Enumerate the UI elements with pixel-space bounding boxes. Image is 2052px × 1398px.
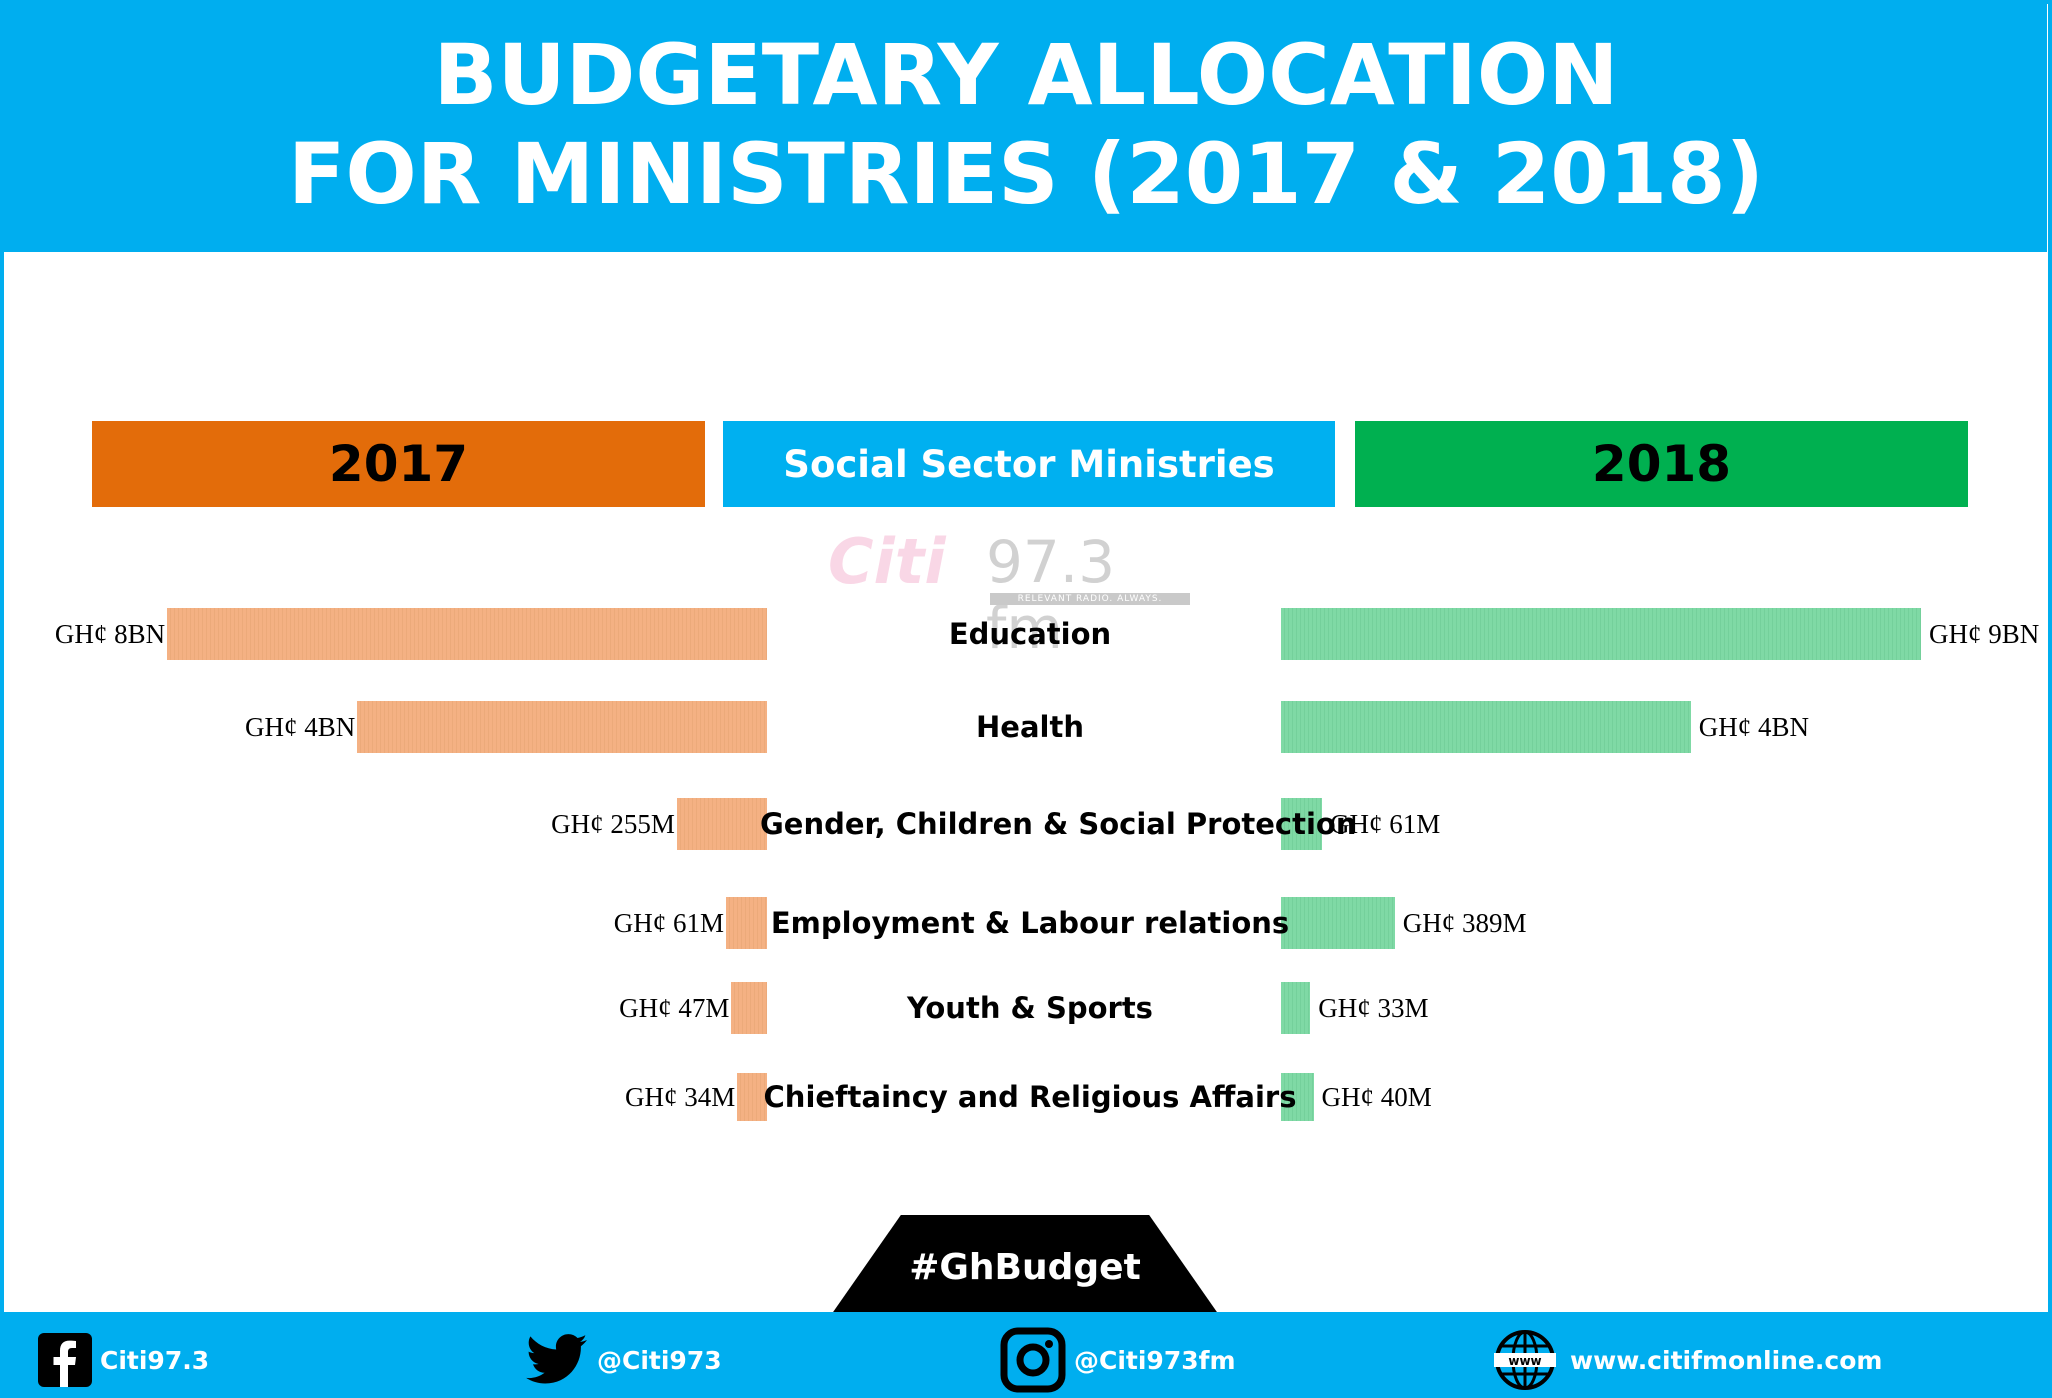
bar-2018-health (1281, 701, 1691, 753)
instagram-icon (1000, 1327, 1066, 1393)
year-2017-header: 2017 (92, 421, 705, 507)
value-label-2017-youth-sports: GH¢ 47M (619, 993, 730, 1023)
bar-2018-chieftaincy-and-religious-affairs (1281, 1073, 1314, 1121)
instagram-handle: @Citi973fm (1074, 1345, 1236, 1375)
bar-2017-employment-labour-relations (725, 897, 767, 949)
citi-fm-watermark: Citi 97.3 fm RELEVANT RADIO. ALWAYS. (828, 525, 1198, 661)
category-label-health: Health (976, 710, 1084, 744)
category-label-employment-labour-relations: Employment & Labour relations (770, 906, 1290, 940)
watermark-tagline: RELEVANT RADIO. ALWAYS. (990, 593, 1190, 605)
bar-2017-chieftaincy-and-religious-affairs (737, 1073, 767, 1121)
title-banner (0, 0, 2047, 252)
website-url: www.citifmonline.com (1570, 1345, 1883, 1375)
bar-2018-employment-labour-relations (1281, 897, 1395, 949)
category-label-chieftaincy-and-religious-affairs: Chieftaincy and Religious Affairs (763, 1080, 1297, 1114)
title-line-2: FOR MINISTRIES (2017 & 2018) (287, 125, 1765, 223)
bar-2017-youth-sports (731, 982, 767, 1034)
category-label-youth-sports: Youth & Sports (907, 991, 1153, 1025)
facebook-icon (38, 1333, 92, 1387)
watermark-brand: Citi (828, 525, 946, 598)
twitter-handle: @Citi973 (597, 1345, 722, 1375)
category-label-gender-children-social-protection: Gender, Children & Social Protection (760, 807, 1357, 841)
hashtag-text: #GhBudget (909, 1247, 1141, 1288)
bar-2017-health (357, 701, 767, 753)
year-2018-header: 2018 (1355, 421, 1968, 507)
watermark-frequency: 97.3 fm (986, 528, 1116, 662)
facebook-handle: Citi97.3 (100, 1345, 210, 1375)
bar-2018-gender-children-social-protection (1281, 798, 1323, 850)
globe-icon: www (1494, 1330, 1556, 1390)
value-label-2017-chieftaincy-and-religious-affairs: GH¢ 34M (624, 1082, 736, 1112)
category-label-education: Education (948, 617, 1112, 651)
social-footer (0, 1312, 2052, 1398)
value-label-2017-gender-children-social-protection: GH¢ 255M (551, 809, 675, 839)
bar-2017-education (167, 608, 767, 660)
bar-2018-youth-sports (1281, 982, 1311, 1034)
title-line-1: BUDGETARY ALLOCATION (433, 26, 1619, 124)
value-label-2017-education: GH¢ 8BN (54, 619, 166, 649)
value-label-2018-youth-sports: GH¢ 33M (1318, 993, 1429, 1023)
value-label-2017-health: GH¢ 4BN (245, 712, 356, 742)
instagram-link[interactable]: @Citi973fm (1000, 1327, 1236, 1393)
value-label-2018-chieftaincy-and-religious-affairs: GH¢ 40M (1321, 1082, 1432, 1112)
value-label-2018-employment-labour-relations: GH¢ 389M (1402, 908, 1527, 938)
twitter-icon (526, 1334, 587, 1384)
bar-2018-education (1281, 608, 1921, 660)
svg-text:www: www (1508, 1354, 1541, 1368)
value-label-2017-employment-labour-relations: GH¢ 61M (613, 908, 724, 938)
value-label-2018-gender-children-social-protection: GH¢ 61M (1330, 809, 1441, 839)
bar-2017-gender-children-social-protection (676, 798, 767, 850)
value-label-2018-health: GH¢ 4BN (1698, 712, 1809, 742)
hashtag-badge (831, 1215, 1219, 1315)
website-link[interactable]: www www.citifmonline.com (1494, 1330, 1882, 1390)
facebook-link[interactable]: Citi97.3 (38, 1330, 209, 1390)
value-label-2018-education: GH¢ 9BN (1929, 619, 2040, 649)
sector-header: Social Sector Ministries (723, 421, 1335, 507)
twitter-link[interactable]: @Citi973 (525, 1330, 722, 1390)
